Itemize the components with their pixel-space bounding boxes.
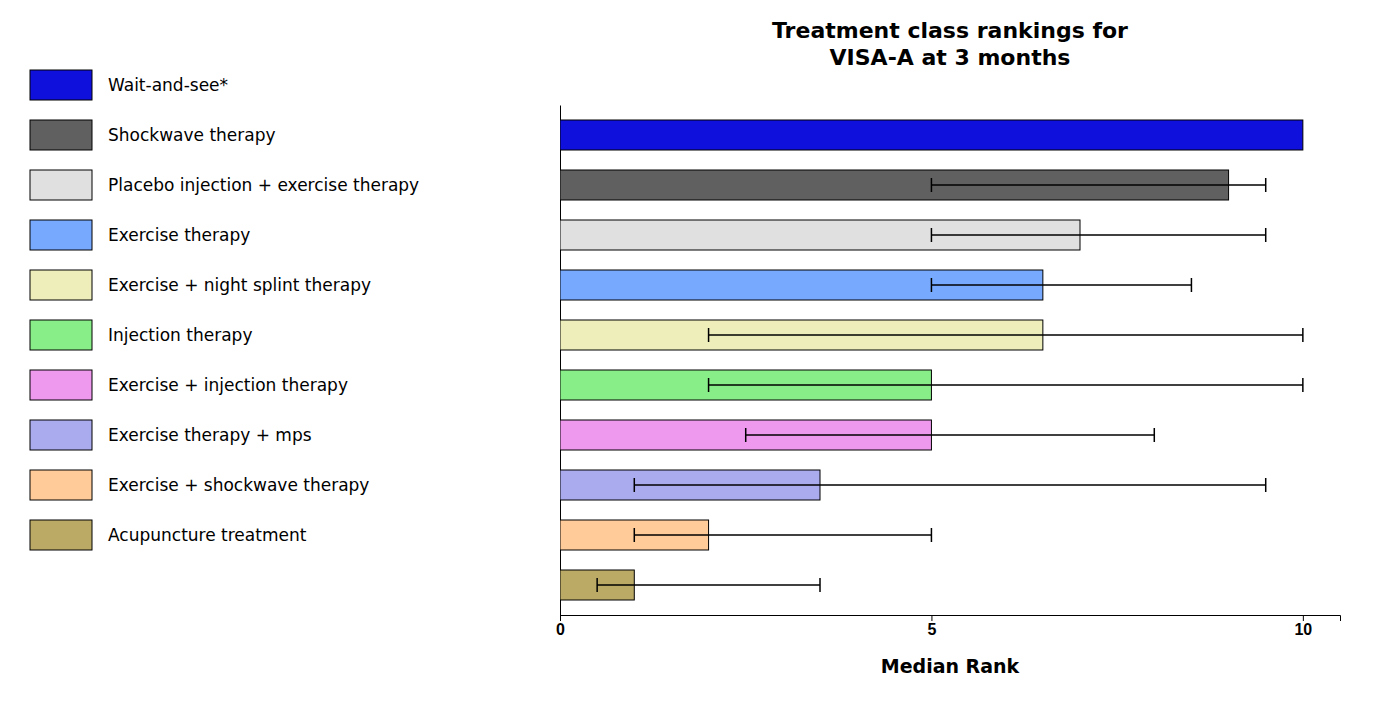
legend-swatch bbox=[30, 470, 92, 500]
legend-label: Acupuncture treatment bbox=[108, 525, 307, 545]
x-tick: 5 bbox=[927, 615, 936, 638]
legend-swatch bbox=[30, 120, 92, 150]
error-bar bbox=[931, 228, 1265, 242]
legend-swatch bbox=[30, 270, 92, 300]
error-bar-line bbox=[931, 184, 1265, 186]
legend-swatch bbox=[30, 520, 92, 550]
error-bar-cap bbox=[1265, 178, 1267, 192]
error-bar-cap bbox=[1302, 378, 1304, 392]
x-tick-mark bbox=[931, 615, 932, 621]
error-bar-line bbox=[634, 484, 1265, 486]
error-bar-cap bbox=[931, 528, 933, 542]
error-bar-cap bbox=[708, 378, 710, 392]
legend-item: Exercise + injection therapy bbox=[30, 370, 348, 400]
x-tick-mark bbox=[560, 615, 561, 621]
legend-swatch bbox=[30, 420, 92, 450]
error-bar-cap bbox=[931, 178, 933, 192]
legend-swatch bbox=[30, 320, 92, 350]
legend-label: Wait-and-see* bbox=[108, 75, 228, 95]
error-bar bbox=[931, 178, 1265, 192]
error-bar bbox=[634, 528, 931, 542]
error-bar-line bbox=[709, 334, 1303, 336]
error-bar-line bbox=[709, 384, 1303, 386]
error-bar-cap bbox=[1302, 328, 1304, 342]
legend-item: Exercise therapy bbox=[30, 220, 250, 250]
legend-item: Acupuncture treatment bbox=[30, 520, 307, 550]
error-bar-cap bbox=[931, 228, 933, 242]
x-tick-label: 0 bbox=[556, 621, 565, 638]
error-bar-line bbox=[746, 434, 1155, 436]
legend-label: Shockwave therapy bbox=[108, 125, 276, 145]
chart: Treatment class rankings forVISA-A at 3 … bbox=[0, 0, 1384, 715]
error-bar bbox=[746, 428, 1155, 442]
x-axis-label: Median Rank bbox=[881, 655, 1020, 677]
x-tick-label: 5 bbox=[927, 621, 936, 638]
title-line: Treatment class rankings for bbox=[772, 18, 1128, 43]
error-bar-cap bbox=[634, 528, 636, 542]
legend-label: Exercise therapy bbox=[108, 225, 250, 245]
legend-item: Placebo injection + exercise therapy bbox=[30, 170, 419, 200]
legend-item: Exercise + night splint therapy bbox=[30, 270, 371, 300]
legend-swatch bbox=[30, 170, 92, 200]
x-tick: 10 bbox=[1294, 615, 1312, 638]
x-tick-mark bbox=[1303, 615, 1304, 621]
legend-item: Shockwave therapy bbox=[30, 120, 276, 150]
bar bbox=[560, 120, 1303, 150]
legend-label: Exercise + shockwave therapy bbox=[108, 475, 369, 495]
error-bar-cap bbox=[1191, 278, 1193, 292]
x-tick: 0 bbox=[556, 615, 565, 638]
legend-item: Wait-and-see* bbox=[30, 70, 228, 100]
error-bar bbox=[597, 578, 820, 592]
x-axis-line bbox=[561, 616, 1341, 622]
legend-label: Injection therapy bbox=[108, 325, 252, 345]
error-bar bbox=[634, 478, 1265, 492]
error-bar-cap bbox=[596, 578, 598, 592]
error-bar bbox=[931, 278, 1191, 292]
error-bar-line bbox=[597, 584, 820, 586]
x-tick-label: 10 bbox=[1294, 621, 1312, 638]
error-bar-cap bbox=[708, 328, 710, 342]
legend-item: Exercise + shockwave therapy bbox=[30, 470, 369, 500]
legend-item: Exercise therapy + mps bbox=[30, 420, 312, 450]
error-bar-cap bbox=[1154, 428, 1156, 442]
title: Treatment class rankings forVISA-A at 3 … bbox=[772, 18, 1128, 70]
legend-item: Injection therapy bbox=[30, 320, 252, 350]
legend-swatch bbox=[30, 70, 92, 100]
error-bar-cap bbox=[745, 428, 747, 442]
error-bar-line bbox=[634, 534, 931, 536]
legend-label: Placebo injection + exercise therapy bbox=[108, 175, 419, 195]
legend-swatch bbox=[30, 370, 92, 400]
error-bar-cap bbox=[1265, 478, 1267, 492]
legend-label: Exercise therapy + mps bbox=[108, 425, 312, 445]
legend-swatch bbox=[30, 220, 92, 250]
error-bar bbox=[709, 378, 1303, 392]
title-line: VISA-A at 3 months bbox=[830, 45, 1071, 70]
x-axis: 0 5 10 bbox=[556, 615, 1340, 638]
error-bar-line bbox=[931, 284, 1191, 286]
error-bar-cap bbox=[819, 578, 821, 592]
error-bar-cap bbox=[1265, 228, 1267, 242]
error-bar-line bbox=[931, 234, 1265, 236]
plot-area bbox=[560, 120, 1303, 600]
legend-label: Exercise + injection therapy bbox=[108, 375, 348, 395]
legend: Wait-and-see* Shockwave therapy Placebo in… bbox=[30, 70, 419, 550]
error-bar-cap bbox=[931, 278, 933, 292]
legend-label: Exercise + night splint therapy bbox=[108, 275, 371, 295]
error-bar bbox=[709, 328, 1303, 342]
error-bar-cap bbox=[634, 478, 636, 492]
